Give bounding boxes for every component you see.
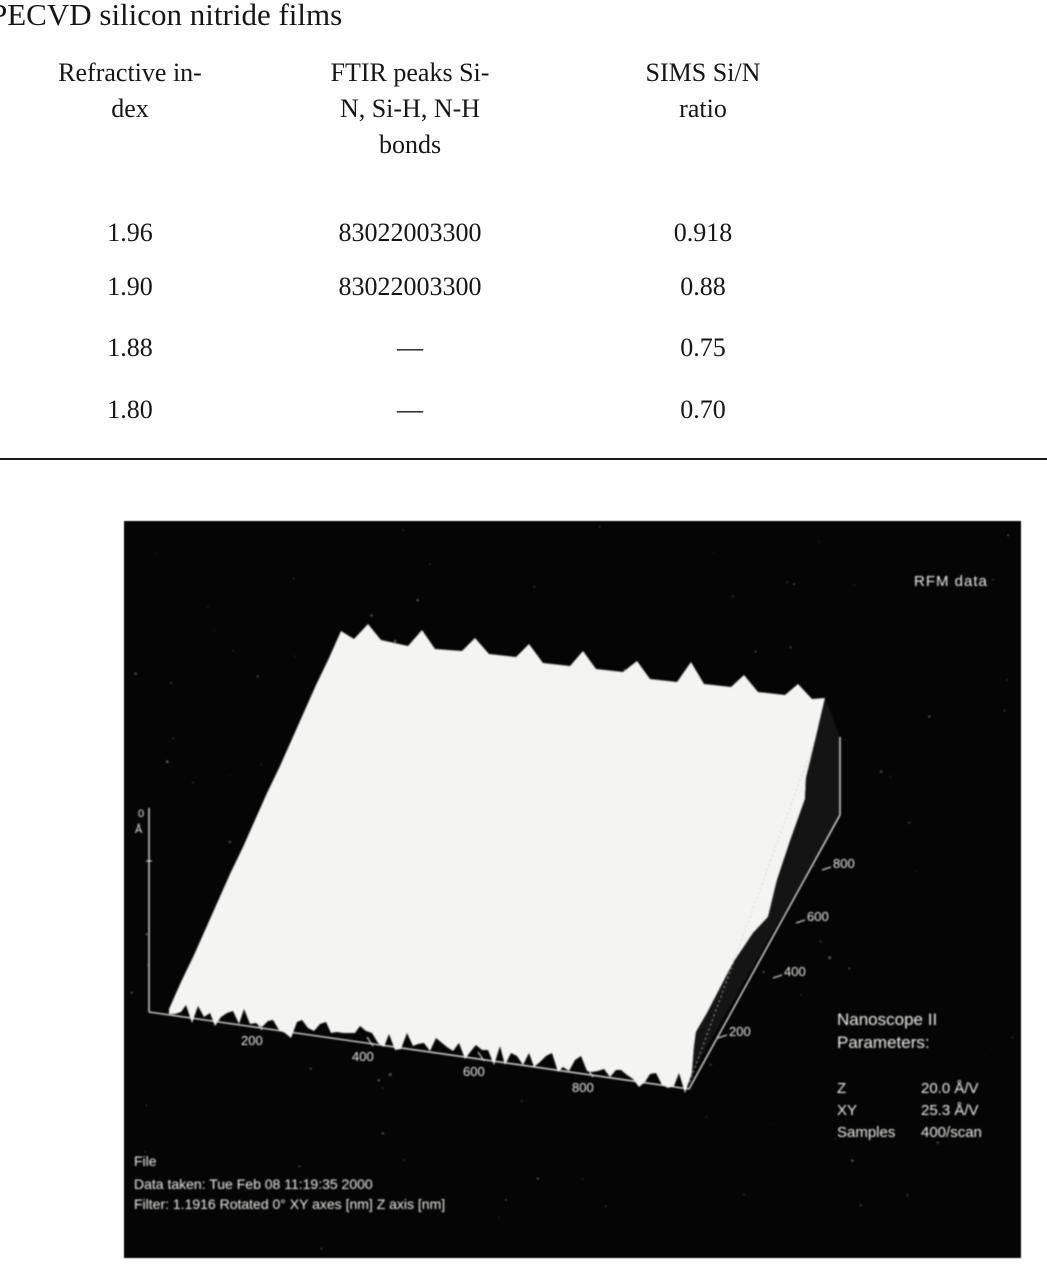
svg-text:Å: Å: [135, 823, 143, 836]
svg-text:Data taken: Tue Feb 08 11:19:3: Data taken: Tue Feb 08 11:19:35 2000: [134, 1176, 373, 1192]
svg-text:400: 400: [352, 1049, 374, 1064]
svg-text:200: 200: [241, 1033, 263, 1048]
svg-text:20.0 Å/V: 20.0 Å/V: [921, 1080, 979, 1097]
svg-text:600: 600: [463, 1064, 485, 1079]
svg-text:Samples: Samples: [837, 1124, 895, 1141]
svg-text:200: 200: [729, 1024, 751, 1039]
svg-text:25.3 Å/V: 25.3 Å/V: [921, 1102, 979, 1119]
svg-text:600: 600: [807, 909, 829, 924]
svg-text:Filter: 1.1916 Rotated 0° XY: Filter: 1.1916 Rotated 0° XY axes [nm] Z…: [134, 1196, 445, 1212]
svg-text:Nanoscope II: Nanoscope II: [837, 1010, 937, 1029]
svg-text:Parameters:: Parameters:: [837, 1033, 930, 1052]
svg-text:400/scan: 400/scan: [921, 1124, 982, 1141]
svg-text:Z: Z: [837, 1080, 846, 1097]
svg-text:800: 800: [833, 856, 855, 871]
svg-text:400: 400: [784, 964, 806, 979]
svg-text:0: 0: [138, 808, 144, 820]
svg-text:XY: XY: [837, 1102, 857, 1119]
svg-text:RFM data: RFM data: [914, 573, 988, 590]
svg-text:800: 800: [572, 1080, 594, 1095]
svg-text:File: File: [134, 1153, 157, 1169]
